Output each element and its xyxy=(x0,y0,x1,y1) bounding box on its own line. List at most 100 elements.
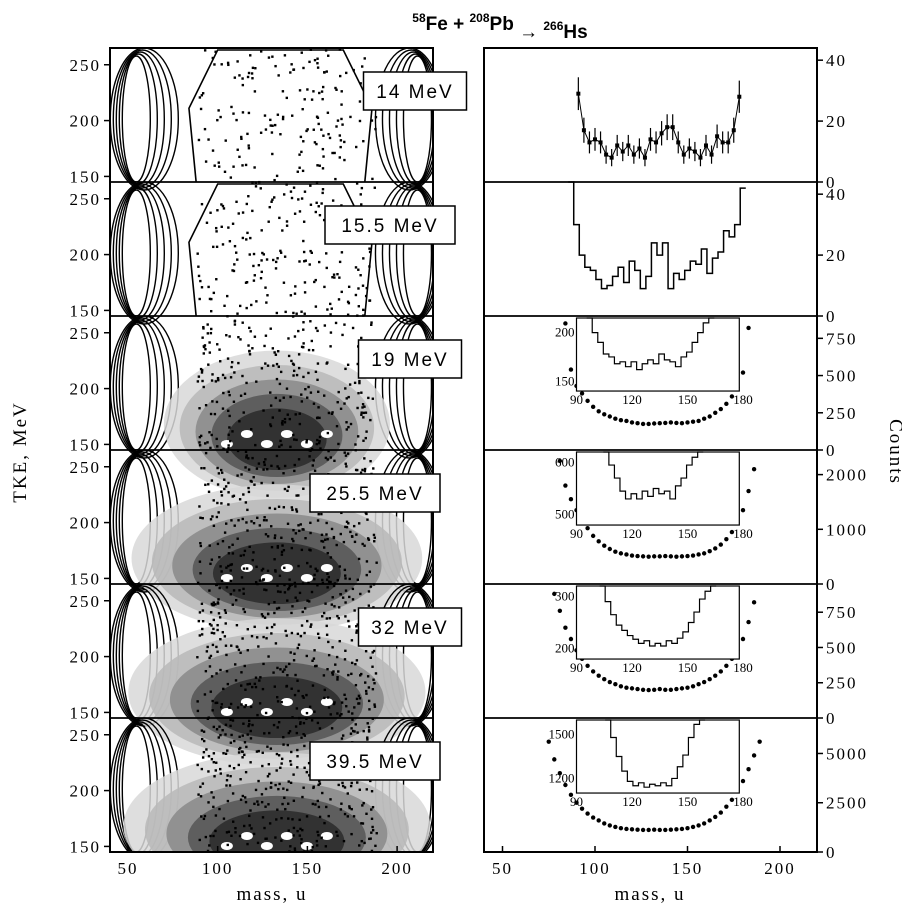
event-dot xyxy=(359,193,362,196)
event-dot xyxy=(333,276,336,279)
event-dot xyxy=(355,182,359,185)
event-dot xyxy=(300,150,303,154)
event-dot xyxy=(238,155,241,159)
event-dot xyxy=(250,520,253,523)
event-dot xyxy=(233,323,237,326)
event-dot xyxy=(338,156,341,159)
event-dot xyxy=(276,584,279,587)
contour-hole xyxy=(300,574,313,582)
event-dot xyxy=(351,718,354,721)
event-dot xyxy=(281,802,284,806)
event-dot xyxy=(341,734,345,737)
event-dot xyxy=(199,516,202,519)
event-dot xyxy=(215,761,218,764)
event-dot xyxy=(273,611,276,615)
event-dot xyxy=(343,323,346,326)
event-dot xyxy=(283,583,286,587)
event-dot xyxy=(269,124,272,127)
event-dot xyxy=(339,145,342,149)
event-dot xyxy=(276,544,280,548)
event-dot xyxy=(334,321,338,325)
event-dot xyxy=(314,305,318,308)
event-dot xyxy=(365,430,368,433)
event-dot xyxy=(308,60,311,64)
event-dot xyxy=(325,633,329,636)
event-dot xyxy=(226,294,229,298)
event-dot xyxy=(208,544,211,547)
event-dot xyxy=(370,808,373,811)
event-dot xyxy=(312,657,316,660)
data-point xyxy=(740,370,746,375)
event-dot xyxy=(323,71,326,74)
event-dot xyxy=(243,741,247,744)
event-dot xyxy=(369,459,372,463)
event-dot xyxy=(259,50,263,53)
data-point xyxy=(729,394,735,399)
event-dot xyxy=(289,190,293,193)
event-dot xyxy=(295,438,298,442)
event-dot xyxy=(273,178,276,182)
event-dot xyxy=(348,805,351,808)
event-dot xyxy=(216,628,219,632)
event-dot xyxy=(317,441,321,445)
data-point xyxy=(552,757,557,762)
event-dot xyxy=(222,752,225,755)
event-dot xyxy=(266,535,270,538)
event-dot xyxy=(292,68,296,71)
event-dot xyxy=(337,442,340,446)
data-point xyxy=(568,792,574,798)
event-dot xyxy=(298,210,302,213)
event-dot xyxy=(258,579,262,582)
data-point xyxy=(635,553,640,559)
event-dot xyxy=(314,210,318,214)
event-dot xyxy=(367,396,370,400)
event-dot xyxy=(302,328,305,331)
event-dot xyxy=(209,412,213,416)
event-dot xyxy=(219,565,222,568)
event-dot xyxy=(340,117,343,121)
contour-panel xyxy=(110,583,433,766)
event-dot xyxy=(265,258,269,261)
event-dot xyxy=(232,112,235,115)
event-dot xyxy=(249,729,252,733)
inset-frame xyxy=(575,585,740,660)
event-dot xyxy=(233,263,236,266)
event-dot xyxy=(316,799,319,803)
event-dot xyxy=(293,693,297,697)
event-dot xyxy=(331,151,334,155)
event-dot xyxy=(340,90,343,93)
event-dot xyxy=(300,51,303,54)
event-dot xyxy=(341,784,345,788)
event-dot xyxy=(275,377,279,381)
event-dot xyxy=(340,251,344,254)
event-dot xyxy=(203,344,207,347)
event-dot xyxy=(281,117,285,121)
data-point xyxy=(629,686,635,691)
event-dot xyxy=(227,446,230,450)
event-dot xyxy=(294,585,297,588)
event-dot xyxy=(242,592,245,595)
event-dot xyxy=(220,203,223,206)
edge-contour xyxy=(121,323,152,451)
event-dot xyxy=(372,533,376,537)
event-dot xyxy=(198,407,201,410)
event-dot xyxy=(242,567,246,570)
event-dot xyxy=(318,782,322,785)
event-dot xyxy=(231,430,234,433)
event-dot xyxy=(277,467,281,470)
event-dot xyxy=(299,721,302,724)
event-dot xyxy=(362,308,365,312)
event-dot xyxy=(296,632,300,636)
event-dot xyxy=(373,536,377,539)
event-dot xyxy=(246,75,250,79)
event-dot xyxy=(349,115,352,119)
event-dot xyxy=(336,834,339,837)
event-dot xyxy=(250,303,253,307)
event-dot xyxy=(361,822,365,825)
data-point xyxy=(635,421,640,426)
event-dot xyxy=(351,326,355,330)
event-dot xyxy=(233,371,236,374)
event-dot xyxy=(202,325,205,329)
event-dot xyxy=(299,523,302,526)
